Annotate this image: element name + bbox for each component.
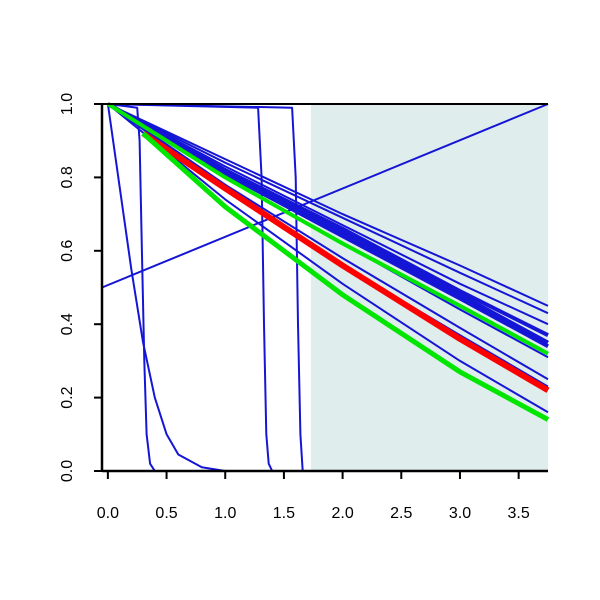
y-tick-label: 0.2 [59,386,76,408]
y-tick-label: 0.0 [59,460,76,482]
series-line-red-16 [141,130,550,393]
series-line-blue-1 [107,103,156,472]
x-tick-label: 2.5 [390,505,412,522]
x-tick-label: 0.5 [155,505,177,522]
x-tick-label: 3.0 [449,505,471,522]
series-line-blue-8 [107,103,549,326]
y-tick-label: 0.4 [59,313,76,335]
y-tick-label: 0.8 [59,166,76,188]
axes-layer: 0.0 0.5 1.0 1.5 2.0 2.5 3.0 3.5 0.0 0.2 0.4 0.6 0.8 1… [59,93,548,522]
x-tick-label: 2.0 [331,505,353,522]
x-tick-label: 3.5 [508,505,530,522]
series-line-green-17 [106,102,549,356]
x-tick-label: 1.0 [214,505,236,522]
series-line-green-18 [141,131,550,422]
y-tick-label: 0.6 [59,240,76,262]
y-tick-label: 1.0 [59,93,76,115]
series-line-blue-6 [107,103,549,307]
x-tick-label: 1.5 [273,505,295,522]
series-line-blue-11 [106,102,549,348]
series-line-blue-4 [101,103,549,289]
series-line-blue-15 [107,103,549,414]
x-tick-label: 0.0 [97,505,119,522]
series-line-blue-0 [106,103,226,472]
series-line-blue-13 [107,103,549,381]
series-line-blue-10 [106,102,549,345]
series-line-blue-7 [107,103,549,315]
